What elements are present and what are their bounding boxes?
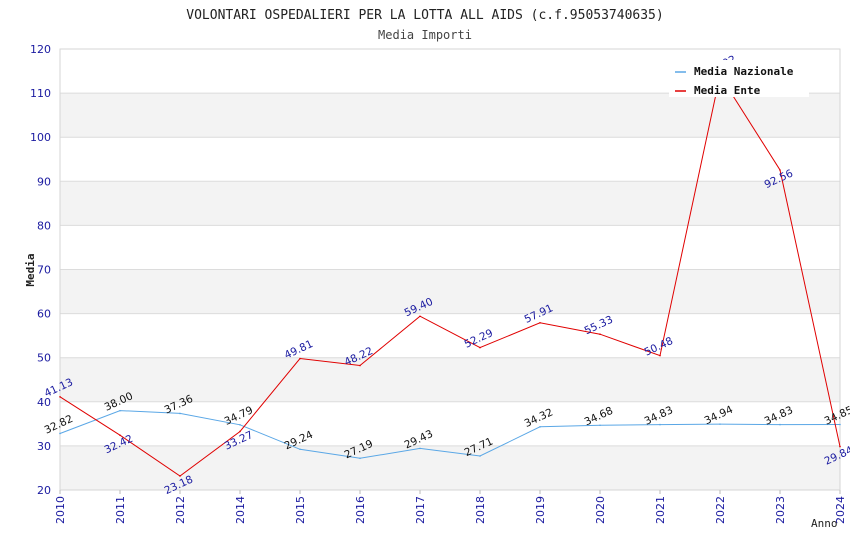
- x-tick-label: 2016: [354, 496, 367, 524]
- background-band: [60, 445, 840, 490]
- chart-subtitle: Media Importi: [378, 28, 472, 42]
- data-point-media-ente: [359, 364, 361, 367]
- data-point-media-ente: [419, 315, 421, 318]
- y-tick-label: 20: [37, 484, 51, 497]
- data-point-media-nazionale: [839, 423, 841, 426]
- legend-box: [669, 60, 809, 97]
- y-tick-label: 110: [30, 87, 51, 100]
- data-point-media-nazionale: [419, 447, 421, 450]
- data-point-media-nazionale: [719, 423, 721, 425]
- y-axis-ticks: 20 30 40 50 60 70 80 90 100 110 120: [30, 43, 51, 497]
- x-tick-label: 2021: [654, 496, 667, 524]
- background-band: [60, 357, 840, 402]
- data-point-media-ente: [119, 434, 121, 437]
- data-point-media-nazionale: [539, 426, 541, 428]
- x-tick-label: 2010: [54, 496, 67, 524]
- data-point-media-ente: [779, 169, 781, 171]
- x-tick-label: 2019: [534, 496, 547, 524]
- y-tick-label: 70: [37, 264, 51, 277]
- data-point-media-nazionale: [119, 409, 121, 412]
- legend: Media Nazionale Media Ente: [669, 60, 809, 97]
- data-point-media-ente: [839, 445, 841, 448]
- x-tick-label: 2017: [414, 496, 427, 524]
- data-point-media-nazionale: [359, 457, 361, 460]
- y-tick-label: 40: [37, 396, 51, 409]
- data-point-media-ente: [599, 333, 601, 335]
- x-tick-label: 2015: [294, 496, 307, 524]
- data-point-media-nazionale: [179, 412, 181, 415]
- y-tick-label: 30: [37, 440, 51, 453]
- data-point-media-nazionale: [599, 424, 601, 427]
- background-band: [60, 269, 840, 314]
- data-point-media-ente: [299, 357, 301, 360]
- data-point-media-nazionale: [59, 432, 61, 435]
- data-point-media-ente: [659, 354, 661, 357]
- data-point-media-ente: [239, 430, 241, 433]
- plot-background-bands: [60, 93, 840, 490]
- y-tick-label: 80: [37, 219, 51, 232]
- y-tick-label: 60: [37, 308, 51, 321]
- series-layer: [59, 74, 841, 477]
- y-tick-label: 120: [30, 43, 51, 56]
- background-band: [60, 181, 840, 226]
- x-tick-label: 2018: [474, 496, 487, 524]
- data-point-media-nazionale: [479, 455, 481, 457]
- data-point-media-ente: [59, 396, 61, 398]
- series-line-media-ente: [59, 74, 841, 477]
- data-point-media-nazionale: [299, 448, 301, 451]
- x-axis-ticks: 2010 2011 2012 2014 2015 2016 2017 2018 2019 2020…: [54, 490, 847, 524]
- x-axis-label: Anno: [811, 517, 838, 530]
- background-band: [60, 93, 840, 138]
- y-tick-label: 90: [37, 175, 51, 188]
- data-point-media-nazionale: [239, 423, 241, 426]
- x-tick-label: 2020: [594, 496, 607, 524]
- y-axis-label: Media: [24, 253, 37, 286]
- x-tick-label: 2012: [174, 496, 187, 524]
- legend-label-media-ente: Media Ente: [694, 84, 761, 97]
- chart-title: VOLONTARI OSPEDALIERI PER LA LOTTA ALL A…: [186, 8, 663, 23]
- x-tick-label: 2024: [834, 496, 847, 524]
- data-label-media-nazionale: 32.82: [43, 413, 75, 437]
- plot-frame: [59, 48, 841, 491]
- data-point-media-ente: [179, 475, 181, 477]
- data-point-media-nazionale: [779, 423, 781, 426]
- x-tick-label: 2022: [714, 496, 727, 524]
- y-tick-label: 100: [30, 131, 51, 144]
- data-point-media-nazionale: [659, 423, 661, 426]
- x-tick-label: 2011: [114, 496, 127, 524]
- x-tick-label: 2023: [774, 496, 787, 524]
- y-tick-label: 50: [37, 352, 51, 365]
- data-point-media-ente: [539, 322, 541, 324]
- series-line-media-nazionale: [59, 410, 841, 459]
- legend-label-media-nazionale: Media Nazionale: [694, 65, 794, 78]
- data-point-media-ente: [479, 346, 481, 349]
- x-tick-label: 2014: [234, 496, 247, 524]
